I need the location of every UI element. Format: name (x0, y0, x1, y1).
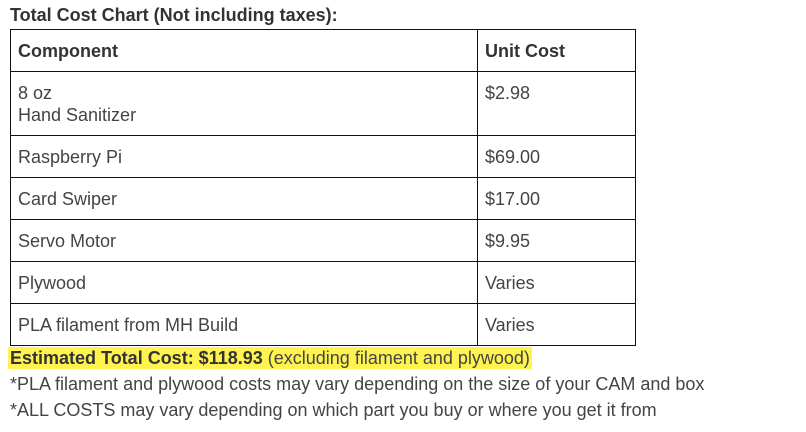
table-row: Plywood Varies (10, 261, 636, 304)
component-line: 8 oz (18, 83, 53, 103)
footnote: *PLA filament and plywood costs may vary… (10, 374, 705, 394)
component-cell: PLA filament from MH Build (10, 303, 478, 346)
component-line: Hand Sanitizer (18, 105, 137, 125)
cost-cell: $17.00 (477, 177, 636, 220)
cost-cell: $69.00 (477, 135, 636, 178)
chart-title: Total Cost Chart (Not including taxes): (10, 5, 338, 25)
header-unit-cost: Unit Cost (477, 29, 636, 72)
component-cell: Raspberry Pi (10, 135, 478, 178)
estimated-total: Estimated Total Cost: $118.93 (excluding… (8, 347, 532, 369)
cost-cell: Varies (477, 261, 636, 304)
component-cell: 8 oz Hand Sanitizer (10, 71, 478, 136)
total-note: (excluding filament and plywood) (262, 348, 530, 368)
cost-cell: Varies (477, 303, 636, 346)
header-component: Component (10, 29, 478, 72)
total-label: Estimated Total Cost: $118.93 (10, 348, 263, 368)
table-row: Servo Motor $9.95 (10, 219, 636, 262)
component-cell: Plywood (10, 261, 478, 304)
cost-table: Component Unit Cost 8 oz Hand Sanitizer $… (10, 29, 636, 346)
cost-cell: $2.98 (477, 71, 636, 136)
cost-cell: $9.95 (477, 219, 636, 262)
table-header-row: Component Unit Cost (10, 29, 636, 72)
table-row: Raspberry Pi $69.00 (10, 135, 636, 178)
table-row: 8 oz Hand Sanitizer $2.98 (10, 71, 636, 136)
component-cell: Servo Motor (10, 219, 478, 262)
component-cell: Card Swiper (10, 177, 478, 220)
table-row: Card Swiper $17.00 (10, 177, 636, 220)
footnote: *ALL COSTS may vary depending on which p… (10, 400, 657, 420)
table-row: PLA filament from MH Build Varies (10, 303, 636, 346)
